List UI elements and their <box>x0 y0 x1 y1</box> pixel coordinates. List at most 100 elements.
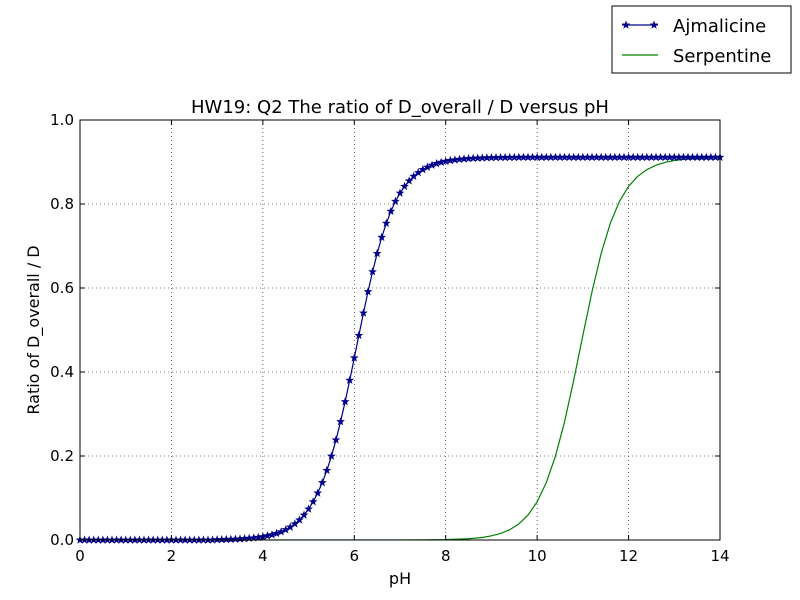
data-point-ajmalicine <box>587 152 597 162</box>
legend-box <box>611 5 792 74</box>
data-point-ajmalicine <box>610 152 620 162</box>
data-point-ajmalicine <box>633 152 643 162</box>
x-tick-label: 2 <box>167 547 177 565</box>
data-point-ajmalicine <box>377 232 387 242</box>
data-point-ajmalicine <box>541 152 551 162</box>
data-point-ajmalicine <box>235 534 245 543</box>
data-point-ajmalicine <box>669 152 679 162</box>
data-point-ajmalicine <box>363 287 373 296</box>
data-point-ajmalicine <box>523 152 533 162</box>
data-point-ajmalicine <box>285 522 295 531</box>
data-point-ajmalicine <box>519 152 528 162</box>
data-point-ajmalicine <box>601 152 611 162</box>
data-point-ajmalicine <box>386 206 396 216</box>
data-point-ajmalicine <box>349 353 359 362</box>
data-point-ajmalicine <box>317 478 327 487</box>
data-point-ajmalicine <box>304 504 313 513</box>
data-point-ajmalicine <box>217 534 227 544</box>
data-point-ajmalicine <box>683 152 693 162</box>
legend-label-serpentine: Serpentine <box>673 46 771 67</box>
x-tick-label: 4 <box>258 547 268 565</box>
data-point-ajmalicine <box>674 152 684 162</box>
data-point-ajmalicine <box>487 153 496 162</box>
data-point-ajmalicine <box>299 510 309 519</box>
data-point-ajmalicine <box>400 181 409 191</box>
data-point-ajmalicine <box>313 488 323 497</box>
data-point-ajmalicine <box>468 153 478 163</box>
data-point-ajmalicine <box>464 154 473 163</box>
data-point-ajmalicine <box>395 188 405 197</box>
data-point-ajmalicine <box>564 152 574 162</box>
data-point-ajmalicine <box>697 152 707 162</box>
data-point-ajmalicine <box>500 152 510 162</box>
data-point-ajmalicine <box>445 155 455 165</box>
y-tick-label: 0.2 <box>50 447 74 465</box>
data-point-ajmalicine <box>665 152 675 162</box>
data-point-ajmalicine <box>290 519 300 528</box>
series-line-serpentine <box>80 156 720 540</box>
data-point-ajmalicine <box>656 152 665 162</box>
plot-frame <box>79 119 721 541</box>
data-point-ajmalicine <box>637 152 647 162</box>
data-point-ajmalicine <box>482 153 492 162</box>
data-point-ajmalicine <box>532 152 542 162</box>
x-tick-label: 6 <box>350 547 360 565</box>
data-point-ajmalicine <box>409 171 419 181</box>
data-point-ajmalicine <box>491 152 501 162</box>
data-point-ajmalicine <box>427 160 437 169</box>
data-point-ajmalicine <box>281 525 291 534</box>
data-point-ajmalicine <box>404 176 414 185</box>
data-point-ajmalicine <box>231 534 240 543</box>
data-point-ajmalicine <box>615 152 624 162</box>
data-point-ajmalicine <box>272 528 281 538</box>
data-point-ajmalicine <box>212 535 222 544</box>
data-point-ajmalicine <box>450 155 460 164</box>
data-point-ajmalicine <box>381 218 391 227</box>
data-point-ajmalicine <box>244 533 254 543</box>
data-point-ajmalicine <box>596 152 606 162</box>
data-point-ajmalicine <box>505 152 515 162</box>
data-point-ajmalicine <box>647 152 656 162</box>
y-tick-label: 1.0 <box>50 111 74 129</box>
data-point-ajmalicine <box>688 152 697 162</box>
data-point-ajmalicine <box>308 497 318 506</box>
series-line-ajmalicine <box>80 156 720 540</box>
data-point-ajmalicine <box>592 152 601 162</box>
data-point-ajmalicine <box>651 152 661 162</box>
data-point-ajmalicine <box>555 152 565 162</box>
legend-marker-ajmalicine-end <box>649 20 659 29</box>
data-point-ajmalicine <box>459 154 469 163</box>
data-point-ajmalicine <box>701 152 711 162</box>
data-point-ajmalicine <box>605 152 615 162</box>
x-tick-label: 8 <box>441 547 451 565</box>
data-point-ajmalicine <box>322 465 332 475</box>
data-point-ajmalicine <box>368 267 377 276</box>
data-point-ajmalicine <box>679 152 688 162</box>
x-tick-label: 14 <box>710 547 729 565</box>
data-point-ajmalicine <box>267 530 277 539</box>
data-point-ajmalicine <box>418 165 428 174</box>
data-point-ajmalicine <box>354 330 364 340</box>
data-point-ajmalicine <box>583 152 592 162</box>
data-point-ajmalicine <box>619 152 629 162</box>
data-point-ajmalicine <box>331 435 341 444</box>
data-point-ajmalicine <box>276 527 286 536</box>
data-point-ajmalicine <box>569 152 579 162</box>
chart-title: HW19: Q2 The ratio of D_overall / D vers… <box>191 97 609 118</box>
data-point-ajmalicine <box>221 534 231 544</box>
y-tick-label: 0.6 <box>50 279 74 297</box>
data-point-ajmalicine <box>711 152 720 162</box>
data-point-ajmalicine <box>263 531 272 540</box>
series-layer <box>80 156 720 540</box>
data-point-ajmalicine <box>560 152 569 162</box>
data-point-ajmalicine <box>441 156 451 166</box>
data-point-ajmalicine <box>336 417 345 426</box>
data-point-ajmalicine <box>624 152 633 162</box>
y-tick-label: 0.8 <box>50 195 74 213</box>
data-point-ajmalicine <box>327 451 336 460</box>
y-tick-label: 0.0 <box>50 531 74 549</box>
y-tick-label: 0.4 <box>50 363 74 381</box>
data-point-ajmalicine <box>546 152 556 162</box>
data-point-ajmalicine <box>628 152 638 162</box>
data-point-ajmalicine <box>372 248 382 258</box>
